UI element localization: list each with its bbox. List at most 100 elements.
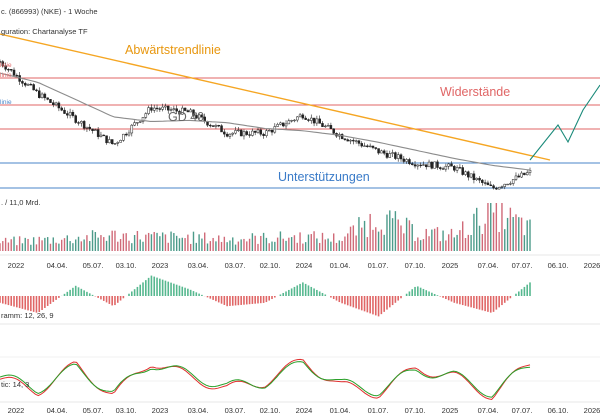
volume-bar bbox=[237, 241, 240, 251]
candle bbox=[155, 104, 159, 112]
macd-bar bbox=[30, 296, 32, 312]
macd-bar bbox=[459, 296, 461, 305]
candle bbox=[245, 130, 249, 136]
x-tick-label: 03.07. bbox=[225, 406, 246, 415]
macd-bar bbox=[184, 287, 186, 296]
volume-bar bbox=[66, 235, 69, 251]
candle bbox=[382, 149, 386, 156]
candle bbox=[9, 69, 13, 72]
candle bbox=[195, 112, 198, 120]
candle bbox=[40, 92, 44, 99]
macd-bar bbox=[122, 296, 125, 299]
volume-bar bbox=[133, 235, 136, 251]
volume-bar bbox=[159, 236, 161, 251]
candle bbox=[520, 171, 523, 179]
x-tick-label: 03.10. bbox=[116, 406, 137, 415]
volume-bar bbox=[111, 230, 113, 251]
candle bbox=[366, 144, 369, 148]
volume-bar bbox=[361, 227, 363, 251]
candle bbox=[419, 162, 422, 168]
macd-bar bbox=[307, 285, 310, 296]
volume-bar bbox=[97, 237, 99, 251]
candle bbox=[495, 186, 498, 191]
volume-bar bbox=[327, 238, 329, 251]
macd-bar bbox=[139, 284, 142, 296]
macd-bar bbox=[13, 296, 15, 307]
candle bbox=[461, 165, 464, 176]
candle bbox=[130, 123, 134, 137]
volume-bar bbox=[461, 221, 464, 251]
volume-bar bbox=[27, 238, 29, 251]
candle bbox=[225, 132, 229, 138]
volume-bar bbox=[204, 232, 206, 251]
macd-bar bbox=[108, 296, 111, 304]
candle bbox=[63, 107, 66, 115]
support-label: Unterstützungen bbox=[278, 170, 370, 184]
macd-bar bbox=[38, 296, 41, 312]
macd-bar bbox=[35, 296, 38, 313]
candle bbox=[88, 123, 91, 132]
candle bbox=[523, 172, 526, 176]
candle bbox=[223, 129, 226, 138]
macd-bar bbox=[24, 296, 27, 310]
macd-bar bbox=[484, 296, 486, 312]
candle bbox=[422, 161, 425, 166]
volume-bar bbox=[324, 239, 326, 251]
candle bbox=[360, 141, 363, 148]
candle bbox=[183, 107, 187, 112]
candle bbox=[119, 139, 122, 143]
macd-bar bbox=[18, 296, 21, 309]
volume-bar bbox=[52, 237, 54, 251]
volume-bar bbox=[419, 240, 422, 251]
macd-bar bbox=[77, 287, 80, 296]
volume-bar bbox=[49, 243, 52, 251]
volume-bar bbox=[349, 226, 352, 251]
macd-bar bbox=[223, 296, 226, 305]
x-axis-labels-lower: 2022 04.04. 05.07. 03.10. 2023 03.04. 03.07. 02… bbox=[8, 406, 600, 415]
volume-bar bbox=[75, 239, 77, 251]
x-tick-label: 02.10. bbox=[260, 406, 281, 415]
volume-bar bbox=[13, 236, 15, 251]
volume-bar bbox=[240, 239, 242, 251]
macd-bar bbox=[279, 294, 282, 296]
x-tick-label: 03.10. bbox=[116, 261, 137, 270]
candle bbox=[301, 113, 305, 120]
volume-bar bbox=[178, 238, 181, 251]
macd-bar bbox=[173, 283, 175, 296]
macd-bar bbox=[58, 296, 60, 298]
candle bbox=[486, 180, 490, 186]
macd-bar bbox=[7, 296, 10, 306]
volume-bar bbox=[417, 237, 419, 251]
volume-bar bbox=[18, 236, 21, 251]
macd-bar bbox=[195, 292, 198, 296]
volume-bar bbox=[60, 239, 63, 251]
line-label-3: linie bbox=[0, 99, 12, 106]
x-tick-label: 03.07. bbox=[225, 261, 246, 270]
candle bbox=[80, 120, 83, 127]
macd-bar bbox=[21, 296, 24, 309]
macd-bar bbox=[369, 296, 371, 314]
candle bbox=[304, 115, 307, 120]
x-tick-label: 07.04. bbox=[478, 261, 499, 270]
volume-bar bbox=[150, 234, 153, 251]
volume-bar bbox=[447, 234, 450, 251]
macd-bar bbox=[234, 296, 237, 306]
macd-bar bbox=[282, 292, 285, 296]
candle bbox=[528, 167, 532, 176]
volume-bar bbox=[232, 237, 234, 251]
volume-bar bbox=[363, 220, 366, 251]
candle bbox=[315, 115, 319, 126]
macd-bar bbox=[142, 282, 144, 296]
volume-bar bbox=[347, 233, 349, 251]
candle bbox=[447, 162, 450, 170]
trendline-label: Abwärtstrendlinie bbox=[125, 43, 221, 57]
volume-bar bbox=[520, 217, 523, 251]
volume-bar bbox=[181, 237, 183, 251]
candle bbox=[439, 166, 442, 171]
macd-bar bbox=[498, 296, 500, 308]
macd-bar bbox=[72, 287, 74, 296]
candle bbox=[467, 170, 470, 181]
volume-bar bbox=[293, 235, 296, 251]
candle bbox=[29, 82, 33, 86]
volume-bar bbox=[103, 237, 105, 251]
